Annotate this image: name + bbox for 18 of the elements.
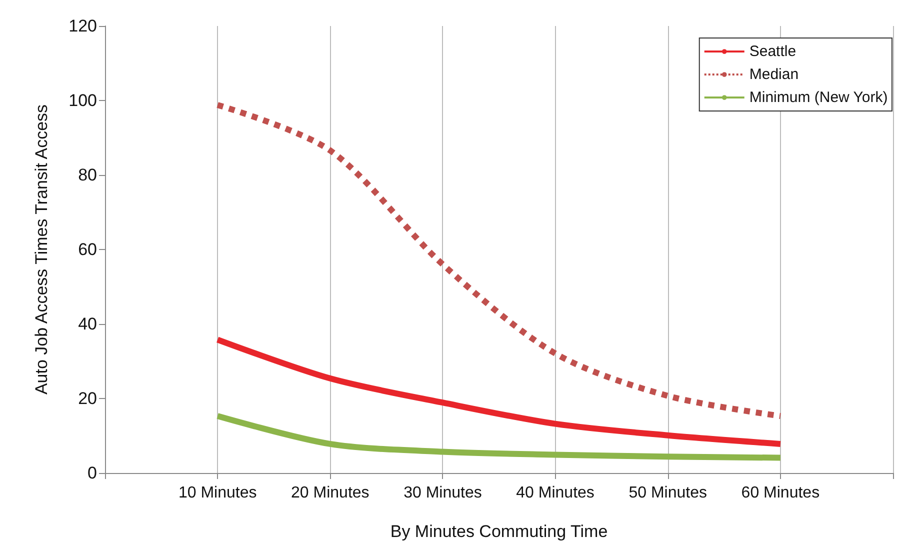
y-tick-label: 20 [78,389,97,408]
x-tick-label: 50 Minutes [628,484,707,502]
y-tick-label: 0 [88,464,97,482]
x-tick-label: 30 Minutes [404,484,482,502]
x-tick-label: 60 Minutes [741,484,820,502]
y-tick-label: 120 [68,16,97,36]
legend-label: Median [749,66,799,83]
x-axis-title: By Minutes Commuting Time [390,522,608,541]
legend-label: Minimum (New York) [749,89,888,106]
y-tick-label: 40 [78,314,97,334]
y-axis-title: Auto Job Access Times Transit Access [32,104,51,395]
y-tick-label: 60 [78,240,97,259]
x-tick-label: 20 Minutes [291,484,370,502]
y-tick-label: 80 [78,166,97,184]
x-tick-label: 40 Minutes [516,484,594,502]
y-tick-label: 100 [68,91,97,110]
x-tick-label: 10 Minutes [178,484,257,502]
legend-label: Seattle [749,43,796,60]
